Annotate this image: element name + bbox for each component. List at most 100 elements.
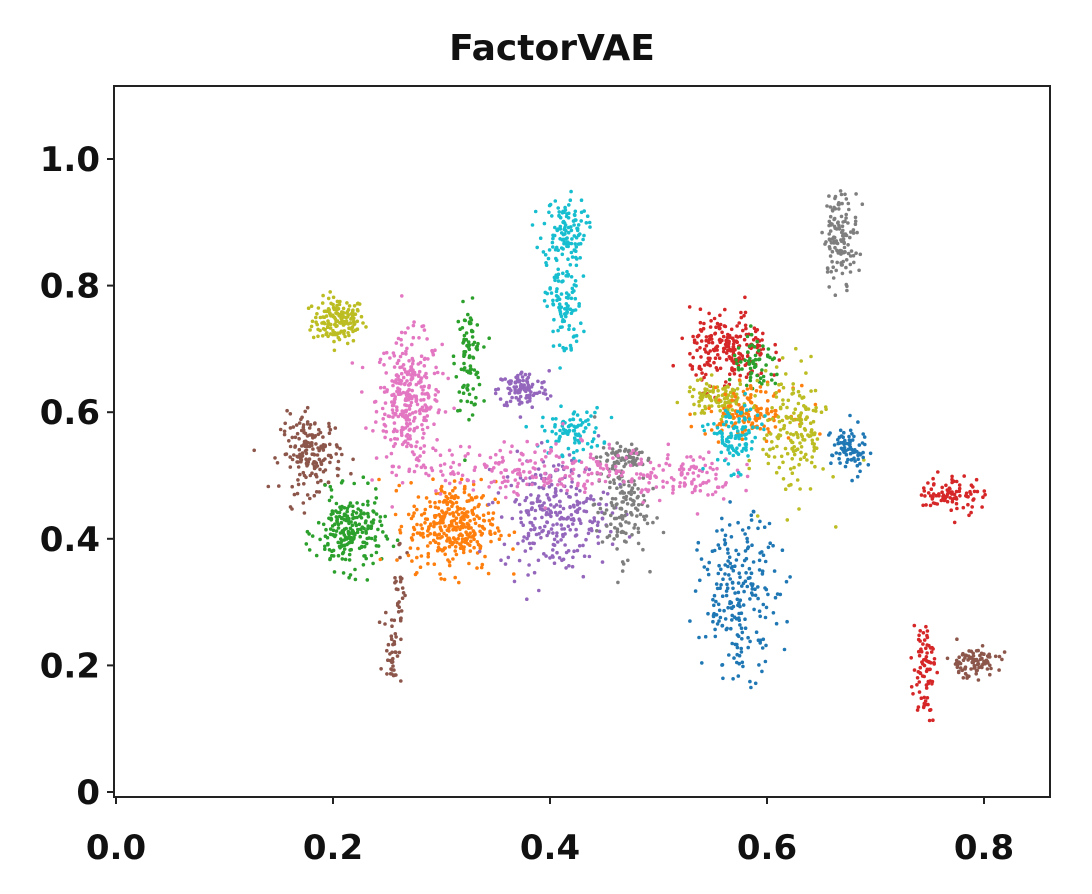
data-point	[765, 410, 769, 415]
data-point	[378, 515, 383, 519]
data-point	[743, 391, 747, 396]
data-point	[711, 390, 715, 394]
data-point	[681, 462, 685, 466]
data-point	[720, 623, 725, 628]
data-point	[336, 553, 341, 558]
data-point	[705, 567, 710, 572]
data-point	[848, 262, 853, 267]
data-point	[569, 228, 574, 233]
data-point	[619, 523, 623, 528]
data-point	[360, 530, 365, 535]
data-point	[468, 531, 473, 535]
data-point	[346, 307, 351, 312]
data-point	[605, 524, 609, 528]
data-point	[707, 340, 711, 345]
data-point	[840, 271, 845, 276]
data-point	[555, 228, 559, 232]
data-point	[504, 400, 509, 405]
data-point	[466, 340, 471, 344]
data-point	[496, 387, 501, 391]
data-point	[734, 548, 738, 553]
data-point	[857, 443, 862, 447]
data-point	[537, 588, 541, 593]
data-point	[540, 458, 544, 462]
data-point	[343, 514, 348, 518]
data-point	[290, 484, 295, 489]
data-point	[810, 441, 815, 446]
data-point	[595, 470, 600, 475]
data-point	[442, 577, 447, 582]
data-point	[459, 399, 463, 403]
data-point	[911, 692, 915, 696]
data-point	[849, 230, 853, 234]
data-point	[737, 378, 742, 382]
data-point	[740, 563, 745, 568]
data-point	[819, 410, 824, 415]
data-point	[753, 357, 758, 362]
data-point	[861, 450, 865, 455]
data-point	[569, 485, 573, 489]
data-point	[703, 404, 707, 409]
data-point	[744, 411, 749, 416]
data-point	[452, 361, 456, 366]
data-point	[735, 645, 740, 650]
y-tick-label: 0.6	[40, 393, 100, 433]
data-point	[622, 480, 626, 484]
data-point	[515, 484, 520, 489]
data-point	[460, 515, 465, 519]
data-point	[545, 439, 550, 444]
data-point	[810, 455, 814, 459]
data-point	[305, 493, 310, 497]
data-point	[577, 544, 582, 548]
data-point	[838, 461, 842, 465]
data-point	[433, 393, 438, 397]
data-point	[497, 462, 501, 466]
data-point	[711, 597, 715, 602]
data-point	[477, 453, 482, 458]
data-point	[501, 475, 506, 480]
data-point	[739, 646, 743, 651]
data-point	[830, 249, 835, 254]
data-point	[755, 426, 759, 430]
data-point	[549, 503, 553, 507]
data-point	[533, 526, 537, 530]
data-point	[540, 380, 544, 385]
data-point	[557, 455, 561, 460]
data-point	[398, 555, 402, 560]
data-point	[732, 391, 736, 396]
data-point	[743, 358, 747, 363]
data-point	[974, 672, 978, 676]
data-point	[437, 408, 441, 412]
data-point	[976, 678, 981, 682]
data-point	[510, 444, 514, 449]
data-point	[574, 284, 578, 288]
data-point	[451, 557, 455, 561]
data-point	[598, 466, 603, 470]
data-point	[814, 409, 818, 413]
data-point	[848, 235, 852, 240]
data-point	[630, 503, 634, 507]
data-point	[555, 531, 559, 535]
data-point	[545, 493, 549, 497]
data-point	[745, 462, 749, 467]
data-point	[366, 481, 370, 486]
data-point	[701, 326, 706, 331]
data-point	[422, 511, 427, 516]
data-point	[451, 514, 456, 518]
data-point	[931, 501, 936, 505]
data-point	[748, 375, 753, 380]
data-point	[469, 400, 474, 405]
data-point	[687, 305, 692, 309]
data-point	[796, 389, 801, 394]
data-point	[394, 488, 399, 493]
data-point	[735, 414, 740, 418]
data-point	[808, 487, 813, 491]
data-point	[573, 437, 577, 442]
data-point	[840, 263, 844, 267]
data-point	[596, 520, 600, 525]
data-point	[471, 482, 476, 487]
data-point	[585, 479, 590, 483]
data-point	[545, 533, 549, 538]
data-point	[382, 351, 386, 356]
data-point	[774, 391, 778, 395]
